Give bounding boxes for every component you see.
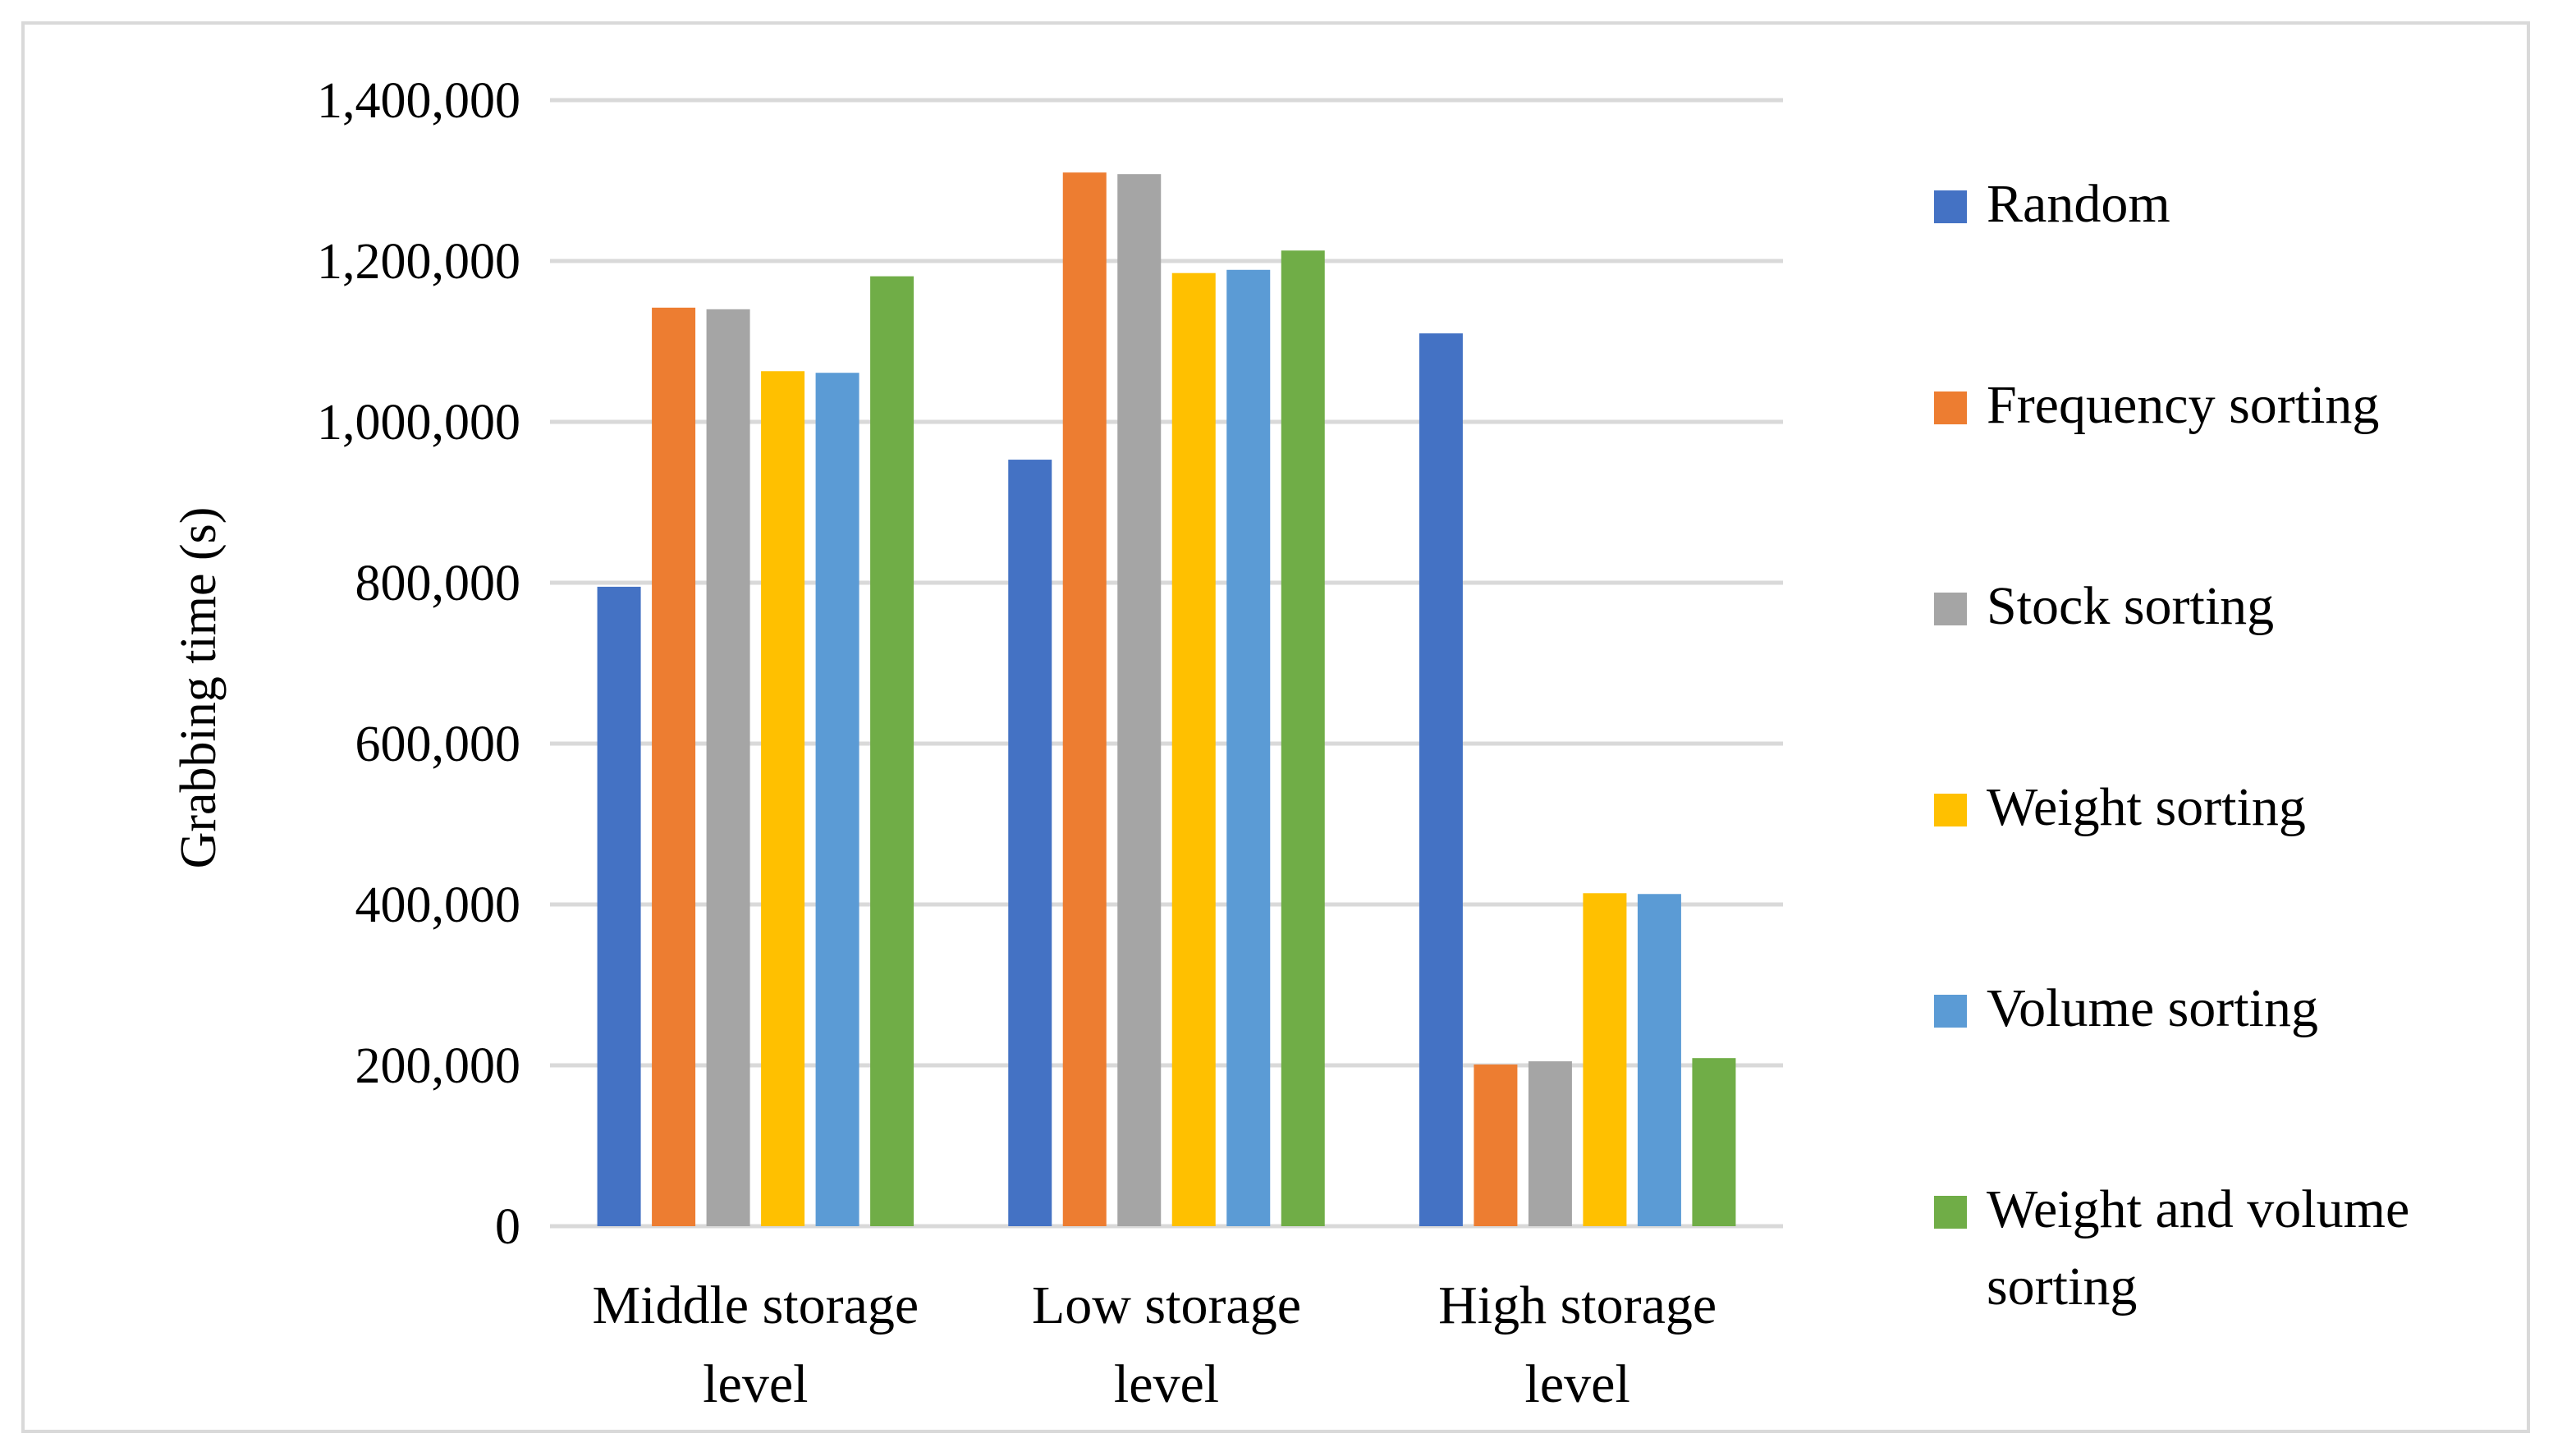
x-category-label: Middle storage [592, 1275, 919, 1335]
bar [1419, 333, 1463, 1227]
bar [1583, 893, 1627, 1226]
bar [1226, 269, 1271, 1226]
y-tick-label: 800,000 [355, 556, 521, 611]
x-category-label: Low storage [1032, 1275, 1301, 1335]
y-tick-label: 600,000 [355, 717, 521, 772]
x-category-label: level [1525, 1354, 1630, 1414]
bar [870, 276, 914, 1226]
legend-swatch [1934, 1196, 1967, 1229]
y-axis-ticks: 0 200,000 400,000 600,000 800,000 1,000,000 1,… [317, 73, 520, 1255]
y-tick-label: 200,000 [355, 1038, 521, 1094]
bar [815, 373, 859, 1227]
bars [597, 172, 1736, 1227]
bar [1528, 1061, 1572, 1226]
y-tick-label: 1,200,000 [317, 234, 520, 290]
x-axis-categories: Middle storage level Low storage level High … [592, 1275, 1717, 1414]
legend-label: Random [1987, 174, 2170, 234]
x-category-label: level [1114, 1354, 1219, 1414]
bar [1692, 1058, 1736, 1226]
y-tick-label: 1,400,000 [317, 73, 520, 129]
y-tick-label: 1,000,000 [317, 395, 520, 451]
legend-swatch [1934, 995, 1967, 1028]
legend-swatch [1934, 190, 1967, 223]
legend-swatch [1934, 593, 1967, 625]
y-axis-title: Grabbing time (s) [171, 507, 227, 869]
legend-swatch [1934, 794, 1967, 826]
bar [597, 586, 641, 1226]
x-category-label: level [703, 1354, 808, 1414]
legend-label: Weight sorting [1987, 777, 2306, 837]
y-tick-label: 0 [495, 1199, 520, 1255]
legend: Random Frequency sorting Stock sorting Weig… [1934, 174, 2409, 1316]
bar [1008, 460, 1052, 1226]
legend-label: Frequency sorting [1987, 375, 2379, 435]
x-category-label: High storage [1438, 1275, 1717, 1335]
bar [1474, 1065, 1518, 1226]
legend-label: Weight and volume [1987, 1179, 2409, 1239]
bar [1117, 174, 1162, 1226]
chart-frame: 0 200,000 400,000 600,000 800,000 1,000,000 1,… [21, 21, 2530, 1433]
legend-label: Volume sorting [1987, 978, 2318, 1038]
legend-label: sorting [1987, 1257, 2137, 1316]
bar [652, 307, 696, 1227]
legend-label: Stock sorting [1987, 576, 2274, 636]
y-tick-label: 400,000 [355, 877, 521, 933]
bar [706, 309, 750, 1226]
legend-swatch [1934, 391, 1967, 424]
bar-chart: 0 200,000 400,000 600,000 800,000 1,000,000 1,… [171, 73, 2409, 1414]
bar [1637, 894, 1681, 1226]
bar [1171, 272, 1216, 1227]
bar [1281, 250, 1325, 1226]
bar [761, 371, 805, 1226]
bar [1062, 172, 1107, 1227]
gridlines [550, 98, 1783, 1229]
